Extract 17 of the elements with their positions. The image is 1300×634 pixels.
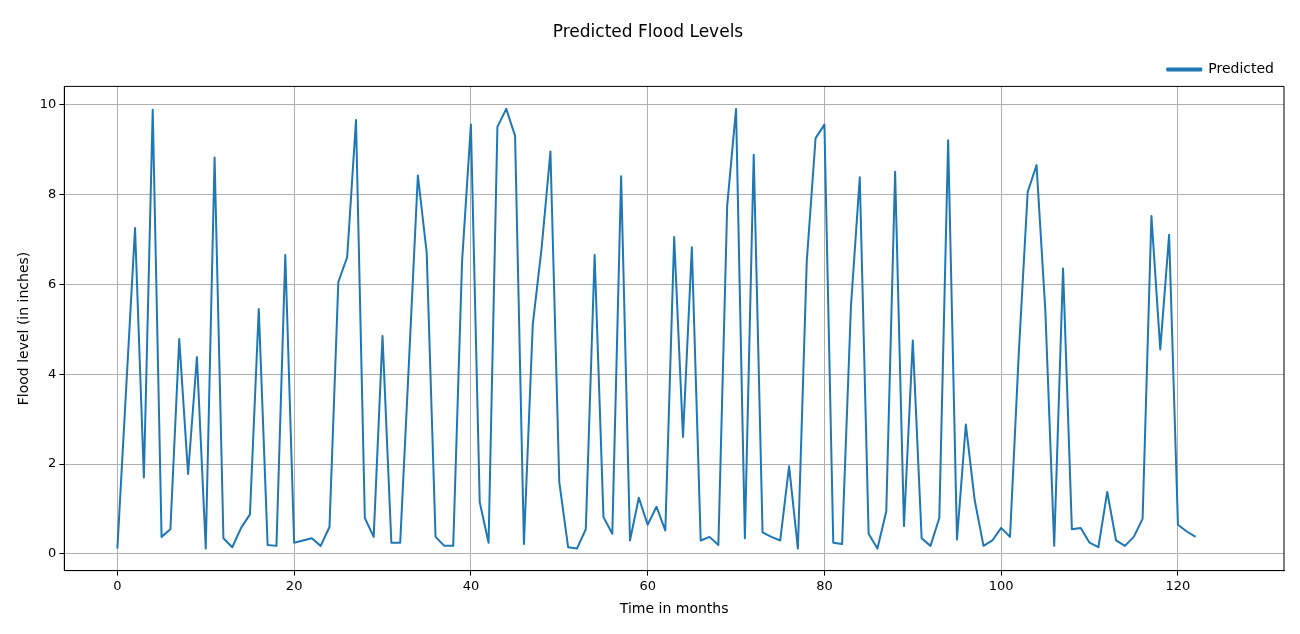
x-tick-label: 0 xyxy=(113,577,122,593)
y-tick-label: 0 xyxy=(48,545,57,561)
x-tick-label: 100 xyxy=(988,577,1014,593)
x-tick-label: 80 xyxy=(816,577,833,593)
y-axis-title: Flood level (in inches) xyxy=(15,251,32,406)
x-tick-label: 60 xyxy=(639,577,656,593)
chart-title: Predicted Flood Levels xyxy=(552,20,744,41)
y-tick-label: 8 xyxy=(48,185,57,201)
legend-label: Predicted xyxy=(1208,60,1275,77)
y-tick-label: 4 xyxy=(48,365,57,381)
y-tick-label: 10 xyxy=(39,95,57,111)
x-tick-label: 20 xyxy=(285,577,303,593)
y-tick-label: 6 xyxy=(48,275,57,291)
x-tick-label: 120 xyxy=(1165,577,1191,593)
x-axis-title: Time in months xyxy=(618,600,729,617)
x-tick-label: 40 xyxy=(462,577,480,593)
y-tick-label: 2 xyxy=(48,455,57,471)
